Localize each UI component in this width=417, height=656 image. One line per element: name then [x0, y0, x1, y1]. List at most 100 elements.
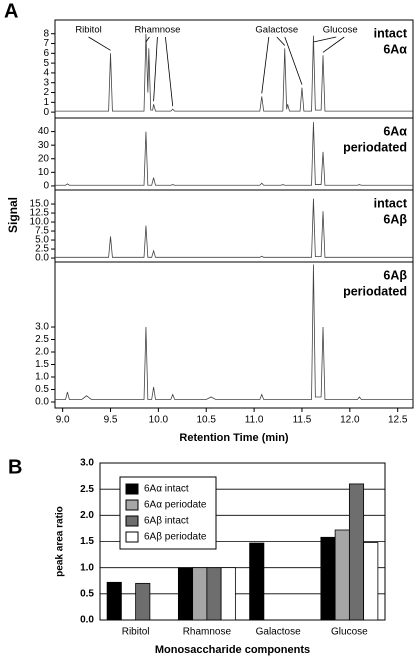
- legend-swatch: [125, 483, 139, 495]
- y-tick-label: 8: [43, 28, 49, 39]
- y-tick-label: 2: [43, 87, 49, 98]
- y-tick-label: 12.5: [30, 208, 50, 219]
- y-tick-label: 1: [43, 97, 49, 108]
- y-tick-label: 0.0: [35, 397, 49, 408]
- bar: [334, 529, 350, 621]
- y-tick-label: 3: [43, 77, 49, 88]
- peak-label: Glucose: [323, 25, 358, 36]
- trace-label: 6Aβ: [383, 212, 407, 226]
- bar: [177, 567, 194, 621]
- leader-line: [313, 36, 337, 43]
- trace-label: intact: [374, 196, 408, 210]
- y-tick-label: 7: [43, 38, 49, 49]
- y-tick-label: 3.0: [35, 322, 49, 333]
- trace: [55, 264, 413, 400]
- y-tick-label: 2.5: [35, 244, 49, 255]
- peak-label: Galactose: [255, 25, 298, 36]
- y-tick-label: 10: [38, 167, 50, 178]
- y-tick-label: 5: [43, 58, 49, 69]
- bar: [106, 581, 122, 621]
- leader-line: [322, 36, 345, 53]
- y-tick-label: 2.0: [80, 510, 94, 521]
- leader-line: [153, 36, 158, 102]
- y-tick-label: 15.0: [30, 199, 50, 210]
- x-tick-label: Ribitol: [122, 627, 150, 638]
- y-tick-label: 0.0: [35, 253, 49, 264]
- x-tick-label: 9.5: [104, 415, 118, 426]
- y-tick-label: 2.5: [35, 334, 49, 345]
- x-tick-label: Galactose: [256, 627, 301, 638]
- trace-label: periodated: [343, 140, 407, 154]
- y-tick-label: 0.0: [80, 615, 94, 626]
- y-tick-label: 5.0: [35, 235, 49, 246]
- legend-label: 6Aα intact: [144, 484, 189, 495]
- trace-label: intact: [374, 26, 408, 40]
- panel-label: A: [4, 0, 18, 22]
- trace: [55, 198, 413, 258]
- y-tick-label: 3.0: [80, 458, 94, 469]
- trace: [55, 33, 413, 112]
- plot-frame: [54, 261, 414, 409]
- y-tick-label: 10.0: [30, 217, 50, 228]
- peak-label: Rhamnose: [134, 25, 180, 36]
- y-tick-label: 0: [43, 107, 49, 118]
- bar: [135, 582, 151, 621]
- trace-label: periodated: [343, 284, 407, 298]
- bar: [348, 483, 365, 621]
- plot-frame: [54, 189, 414, 263]
- x-tick-label: 11.5: [293, 415, 312, 426]
- y-tick-label: 2.5: [80, 484, 94, 495]
- leader-line: [165, 36, 174, 107]
- legend-swatch: [125, 515, 139, 527]
- x-axis-label: Monosaccharide components: [155, 644, 310, 656]
- legend-label: 6Aβ intact: [144, 516, 189, 527]
- y-tick-label: 1.5: [80, 536, 94, 547]
- bar: [249, 542, 265, 621]
- bar: [206, 567, 222, 621]
- panel-label: B: [8, 456, 22, 478]
- y-tick-label: 0.5: [80, 588, 94, 599]
- bar: [192, 567, 208, 621]
- y-tick-label: 1.0: [80, 562, 94, 573]
- x-tick-label: 12.0: [340, 415, 360, 426]
- bar: [320, 536, 336, 621]
- y-axis-label: peak area ratio: [55, 506, 66, 577]
- x-tick-label: Glucose: [331, 627, 368, 638]
- leader-line: [284, 36, 303, 85]
- y-tick-label: 1.5: [35, 359, 49, 370]
- legend-swatch: [125, 499, 139, 511]
- x-tick-label: 10.0: [149, 415, 169, 426]
- x-tick-label: 11.0: [245, 415, 264, 426]
- bar: [220, 567, 236, 621]
- y-tick-label: 7.5: [35, 226, 49, 237]
- trace: [55, 122, 413, 186]
- x-tick-label: 10.5: [197, 415, 217, 426]
- legend-label: 6Aβ periodate: [144, 532, 207, 543]
- plot-frame: [99, 462, 386, 621]
- x-axis-label: Retention Time (min): [179, 432, 289, 444]
- y-tick-label: 1.0: [35, 372, 49, 383]
- y-tick-label: 4: [43, 68, 49, 79]
- x-tick-label: 9.0: [56, 415, 70, 426]
- x-tick-label: 12.5: [388, 415, 408, 426]
- x-tick-label: Rhamnose: [183, 627, 232, 638]
- y-tick-label: 40: [38, 126, 50, 137]
- leader-line: [261, 36, 270, 94]
- peak-label: Ribitol: [75, 25, 101, 36]
- trace-label: 6Aα: [383, 124, 407, 138]
- leader-line: [145, 36, 150, 43]
- y-tick-label: 20: [38, 153, 50, 164]
- y-tick-label: 0: [43, 181, 49, 192]
- y-tick-label: 2.0: [35, 347, 49, 358]
- y-tick-label: 0.5: [35, 384, 49, 395]
- bar: [363, 542, 379, 621]
- legend-swatch: [125, 531, 139, 543]
- y-tick-label: 30: [38, 140, 50, 151]
- leader-line: [88, 36, 111, 51]
- legend-label: 6Aα periodate: [144, 500, 207, 511]
- leader-line: [276, 36, 286, 46]
- y-axis-label: Signal: [6, 197, 20, 233]
- trace-label: 6Aβ: [383, 268, 407, 282]
